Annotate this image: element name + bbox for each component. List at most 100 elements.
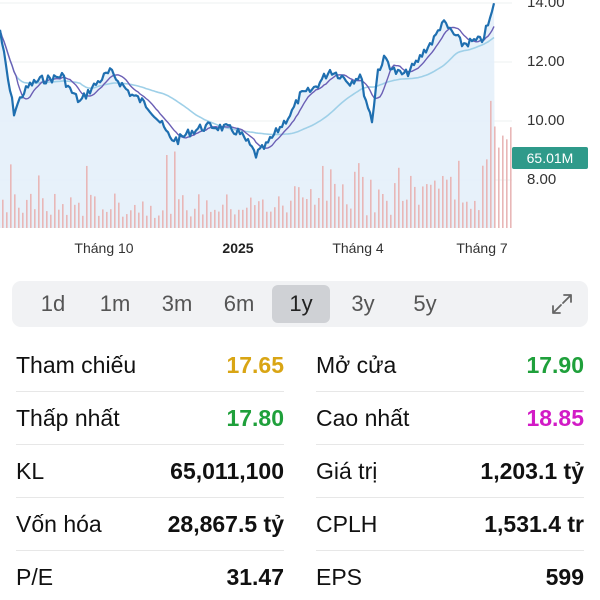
volume-bar (82, 215, 84, 228)
volume-bar (246, 207, 248, 228)
stat-label: Cao nhất (316, 405, 410, 431)
volume-bar (170, 213, 172, 228)
price-chart-plot[interactable] (0, 0, 600, 265)
stat-label: Mở cửa (316, 352, 397, 378)
volume-bar (218, 211, 220, 228)
volume-bar (158, 215, 160, 228)
stats-row: Thấp nhất 17.80 Cao nhất 18.85 (0, 393, 600, 446)
volume-bar (198, 194, 200, 228)
volume-bar (386, 200, 388, 228)
range-1d-button[interactable]: 1d (40, 291, 66, 316)
stat-label: Vốn hóa (16, 511, 102, 537)
volume-bar (146, 215, 148, 228)
volume-bar (330, 169, 332, 228)
volume-bar (66, 214, 68, 228)
volume-bar (138, 212, 140, 228)
volume-bar (174, 151, 176, 228)
volume-bar (6, 212, 8, 228)
price-chart[interactable]: 14.00 12.00 10.00 8.00 65.01M Tháng 10 2… (0, 0, 600, 265)
volume-bar (234, 214, 236, 228)
volume-bar (142, 201, 144, 228)
volume-bar (30, 193, 32, 228)
volume-bar (190, 216, 192, 228)
range-6m-button[interactable]: 6m (223, 291, 255, 316)
volume-bar (314, 204, 316, 228)
volume-bar (278, 196, 280, 228)
volume-bar (214, 209, 216, 228)
volume-bar (34, 209, 36, 228)
range-1m-button[interactable]: 1m (99, 291, 131, 316)
volume-bar (274, 207, 276, 228)
stat-trade-value: Giá trị 1,203.1 tỷ (316, 446, 584, 498)
volume-bar (390, 214, 392, 228)
volume-bar (494, 126, 496, 228)
volume-bar (54, 193, 56, 228)
range-3m-button[interactable]: 3m (161, 291, 193, 316)
volume-bar (474, 200, 476, 228)
volume-bar (430, 184, 432, 228)
volume-bar (362, 176, 364, 228)
volume-bar (258, 201, 260, 228)
volume-bar (222, 204, 224, 228)
volume-bar (42, 198, 44, 228)
volume-bar (50, 214, 52, 228)
volume-bar (346, 204, 348, 228)
volume-bar (498, 147, 500, 228)
volume-bar (434, 180, 436, 228)
volume-bar (466, 201, 468, 228)
volume-bar (338, 196, 340, 228)
volume-bar (294, 186, 296, 228)
volume-bar (230, 209, 232, 228)
volume-bar (250, 197, 252, 228)
moving-average-slow-line (0, 29, 495, 136)
volume-bar (354, 171, 356, 228)
volume-bar (282, 205, 284, 228)
volume-bar (62, 204, 64, 228)
volume-bar (22, 212, 24, 228)
volume-bar (438, 188, 440, 228)
volume-bar (322, 165, 324, 228)
range-1y-button[interactable]: 1y (272, 285, 330, 323)
volume-bar (262, 199, 264, 228)
volume-bar (154, 217, 156, 228)
time-range-selector: 1d 1m 3m 6m 1y 3y 5y (12, 281, 588, 327)
volume-bar (418, 204, 420, 228)
volume-bar (366, 215, 368, 228)
stat-label: Thấp nhất (16, 405, 120, 431)
stats-row: Vốn hóa 28,867.5 tỷ CPLH 1,531.4 tr (0, 499, 600, 552)
volume-bar (318, 197, 320, 228)
volume-bar (98, 215, 100, 228)
y-tick-12: 12.00 (527, 53, 565, 70)
volume-bar (342, 184, 344, 228)
stat-value: 1,531.4 tr (484, 511, 584, 537)
stats-row: Tham chiếu 17.65 Mở cửa 17.90 (0, 340, 600, 393)
volume-bar (118, 202, 120, 228)
stat-label: P/E (16, 564, 54, 590)
volume-bar (94, 196, 96, 228)
volume-bar (374, 212, 376, 228)
volume-bar (270, 211, 272, 228)
price-line (0, 2, 496, 159)
volume-bar (78, 202, 80, 228)
stat-value: 599 (545, 564, 584, 590)
volume-bar (238, 209, 240, 228)
volume-bar (90, 194, 92, 228)
stat-value: 28,867.5 tỷ (167, 511, 284, 537)
volume-bar (426, 184, 428, 228)
volume-bar (422, 186, 424, 228)
volume-bar (254, 205, 256, 228)
range-5y-button[interactable]: 5y (413, 291, 437, 316)
stats-row: P/E 31.47 EPS 599 (0, 552, 600, 600)
volume-bar (358, 163, 360, 228)
volume-bar (370, 179, 372, 228)
volume-bar (226, 194, 228, 228)
volume-bar (350, 208, 352, 228)
stat-pe: P/E 31.47 (16, 552, 284, 600)
volume-bar (178, 199, 180, 228)
y-tick-10: 10.00 (527, 112, 565, 129)
x-tick-thang-4: Tháng 4 (332, 240, 384, 256)
volume-bar (502, 135, 504, 228)
range-3y-button[interactable]: 3y (351, 291, 375, 316)
volume-bar (58, 209, 60, 228)
expand-icon[interactable] (550, 292, 574, 316)
